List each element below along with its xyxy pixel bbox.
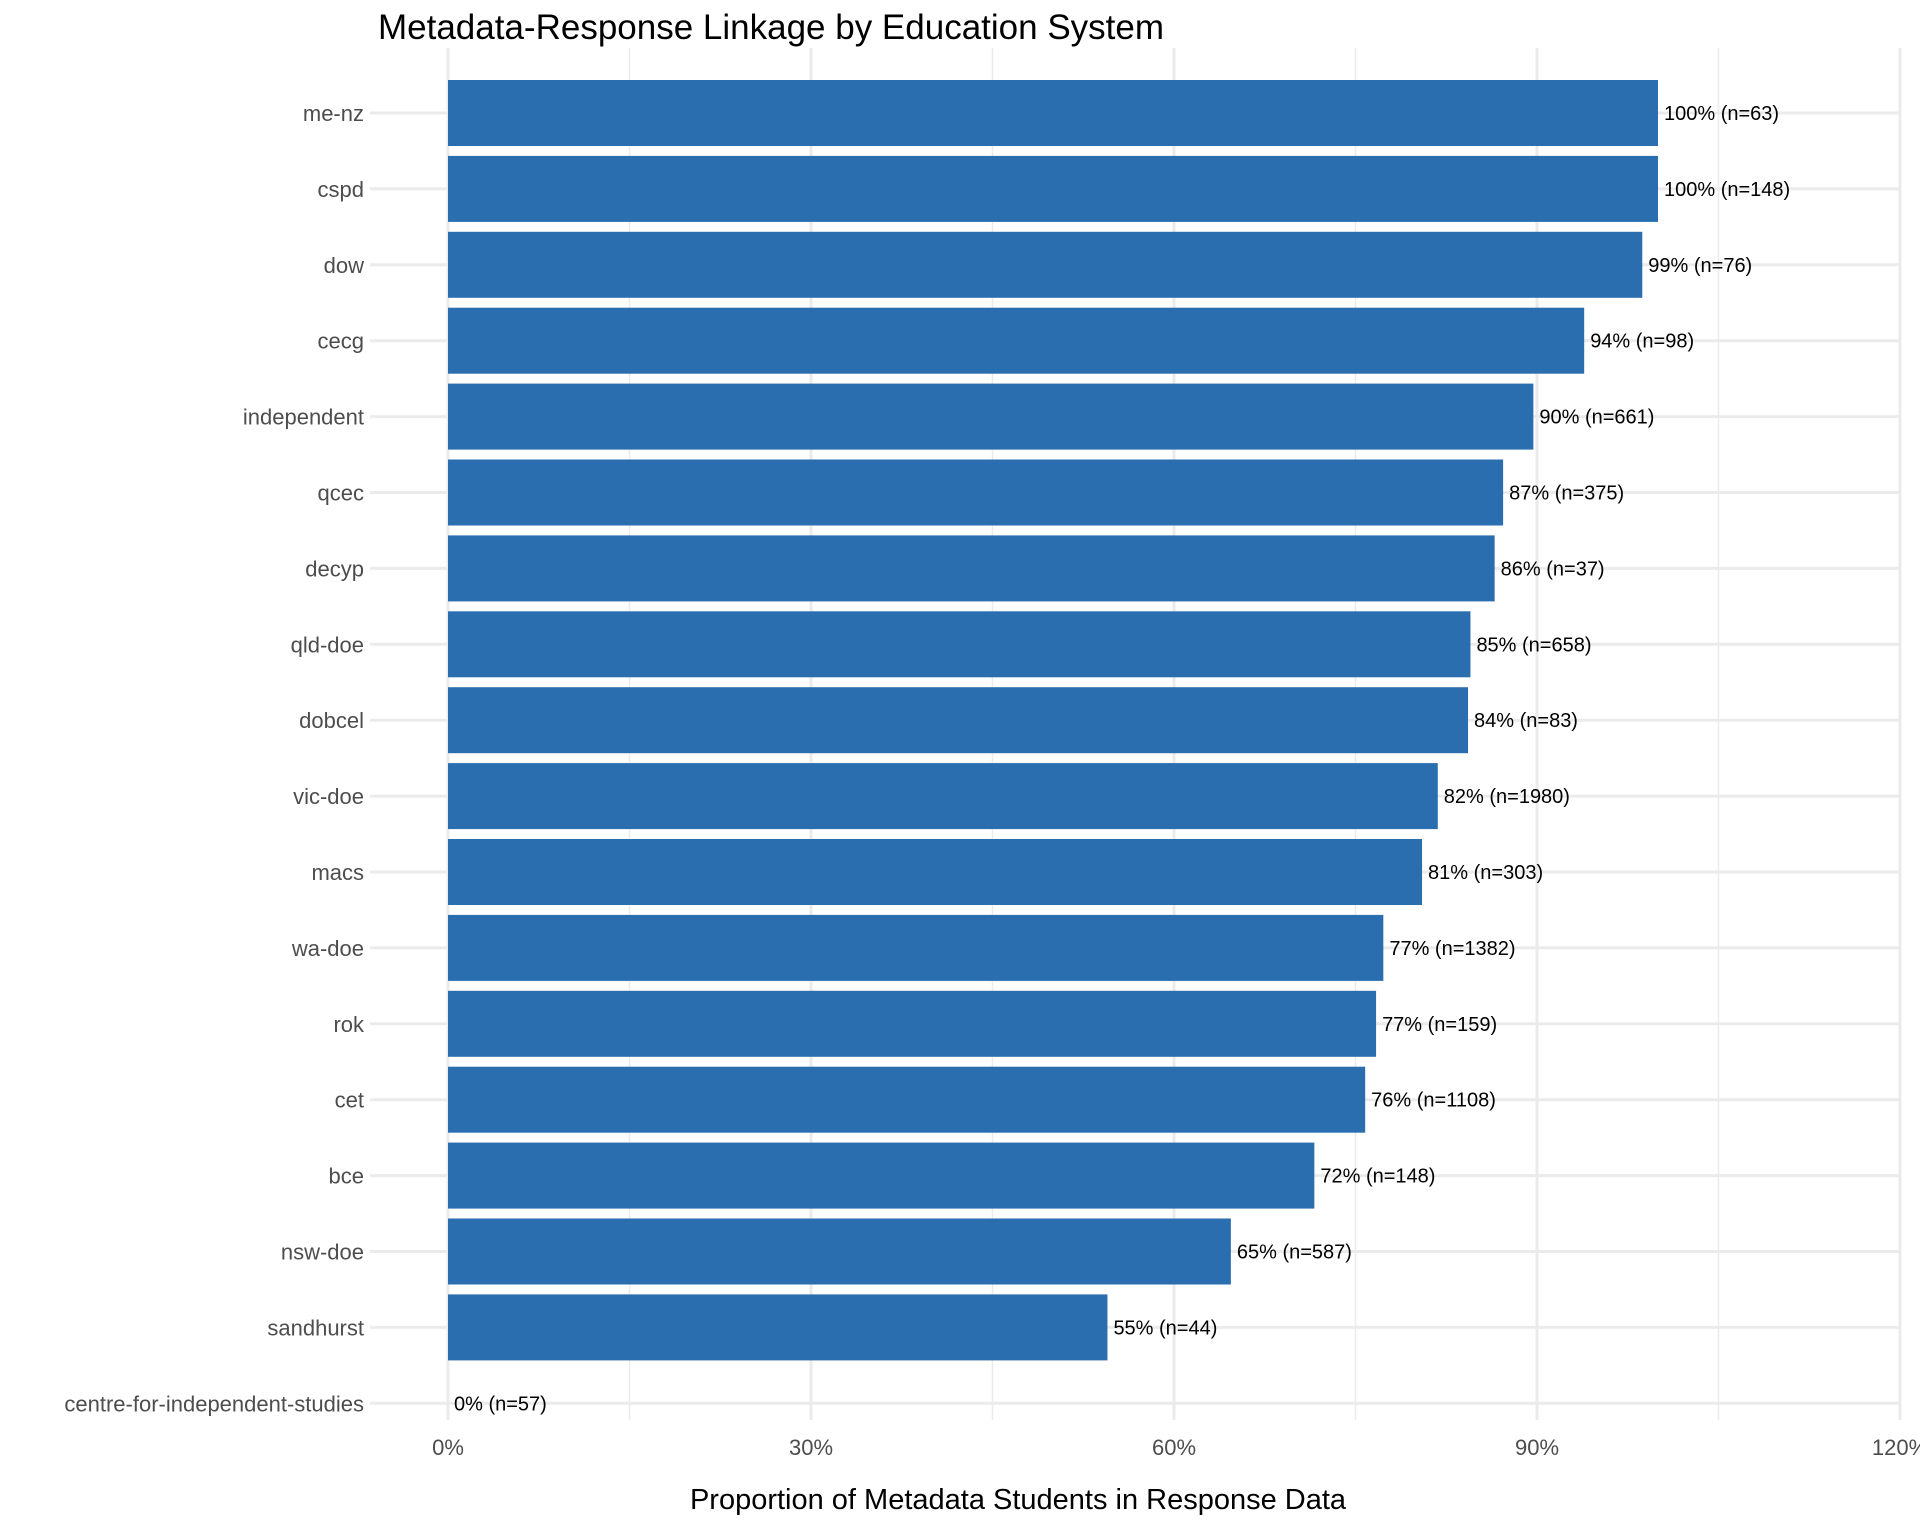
bar-independent — [448, 383, 1534, 450]
y-axis-ticks: me-nz cspd dow cecg independent qcec decyp qld-… — [64, 101, 365, 1416]
data-label-dow: 99% (n=76) — [1648, 255, 1752, 277]
bar-dobcel — [448, 687, 1469, 754]
x-tick-label: 0% — [432, 1435, 464, 1460]
y-tick-label-dow: dow — [324, 253, 364, 278]
chart-title: Metadata-Response Linkage by Education S… — [378, 8, 1165, 47]
bars — [448, 80, 1658, 1361]
x-axis-ticks: 0% 30% 60% 90% 120% — [432, 1435, 1920, 1460]
data-label-cet: 76% (n=1108) — [1371, 1090, 1496, 1112]
data-label-nsw-doe: 65% (n=587) — [1237, 1242, 1352, 1264]
y-tick-label-dobcel: dobcel — [299, 708, 364, 733]
y-tick-label-bce: bce — [329, 1164, 364, 1189]
y-tick-label-wa-doe: wa-doe — [291, 936, 364, 961]
bar-cecg — [448, 307, 1585, 374]
data-label-cspd: 100% (n=148) — [1664, 179, 1790, 201]
x-tick-label: 30% — [789, 1435, 833, 1460]
bar-cet — [448, 1066, 1366, 1133]
data-label-rok: 77% (n=159) — [1382, 1014, 1497, 1036]
y-tick-label-independent: independent — [243, 405, 364, 430]
data-labels: 100% (n=63) 100% (n=148) 99% (n=76) 94% (n=… — [454, 103, 1790, 1415]
bar-qld-doe — [448, 611, 1471, 678]
y-tick-label-macs: macs — [311, 860, 364, 885]
y-tick-label-vic-doe: vic-doe — [293, 784, 364, 809]
bar-vic-doe — [448, 763, 1438, 830]
y-tick-label-decyp: decyp — [305, 556, 364, 581]
data-label-vic-doe: 82% (n=1980) — [1444, 786, 1570, 808]
y-tick-label-cecg: cecg — [318, 329, 364, 354]
bar-cspd — [448, 155, 1658, 222]
y-tick-label-me-nz: me-nz — [303, 101, 364, 126]
bar-sandhurst — [448, 1294, 1108, 1361]
y-tick-label-cspd: cspd — [318, 177, 364, 202]
data-label-me-nz: 100% (n=63) — [1664, 103, 1779, 125]
data-label-qld-doe: 85% (n=658) — [1476, 634, 1591, 656]
data-label-sandhurst: 55% (n=44) — [1113, 1317, 1217, 1339]
x-tick-label: 60% — [1152, 1435, 1196, 1460]
bar-rok — [448, 990, 1377, 1057]
x-tick-label: 120% — [1872, 1435, 1920, 1460]
bar-dow — [448, 231, 1643, 298]
bar-wa-doe — [448, 914, 1384, 981]
y-tick-label-qld-doe: qld-doe — [291, 632, 364, 657]
bar-bce — [448, 1142, 1315, 1209]
y-tick-label-sandhurst: sandhurst — [267, 1315, 364, 1340]
y-tick-label-nsw-doe: nsw-doe — [281, 1240, 364, 1265]
bar-nsw-doe — [448, 1218, 1231, 1285]
bar-macs — [448, 839, 1423, 905]
bar-qcec — [448, 459, 1504, 526]
x-axis-label: Proportion of Metadata Students in Respo… — [689, 1484, 1347, 1516]
y-tick-label-qcec: qcec — [318, 481, 364, 506]
data-label-bce: 72% (n=148) — [1320, 1166, 1435, 1188]
data-label-macs: 81% (n=303) — [1428, 862, 1543, 884]
data-label-centre-for-independent-studies: 0% (n=57) — [454, 1393, 547, 1415]
bar-decyp — [448, 535, 1495, 602]
x-tick-label: 90% — [1515, 1435, 1559, 1460]
data-label-decyp: 86% (n=37) — [1501, 558, 1605, 580]
y-tick-label-centre-for-independent-studies: centre-for-independent-studies — [64, 1391, 364, 1416]
data-label-dobcel: 84% (n=83) — [1474, 710, 1578, 732]
y-tick-label-cet: cet — [335, 1088, 364, 1113]
data-label-independent: 90% (n=661) — [1539, 407, 1654, 429]
bar-me-nz — [448, 80, 1658, 146]
y-tick-label-rok: rok — [333, 1012, 365, 1037]
data-label-wa-doe: 77% (n=1382) — [1389, 938, 1515, 960]
data-label-qcec: 87% (n=375) — [1509, 483, 1624, 505]
data-label-cecg: 94% (n=98) — [1590, 331, 1694, 353]
